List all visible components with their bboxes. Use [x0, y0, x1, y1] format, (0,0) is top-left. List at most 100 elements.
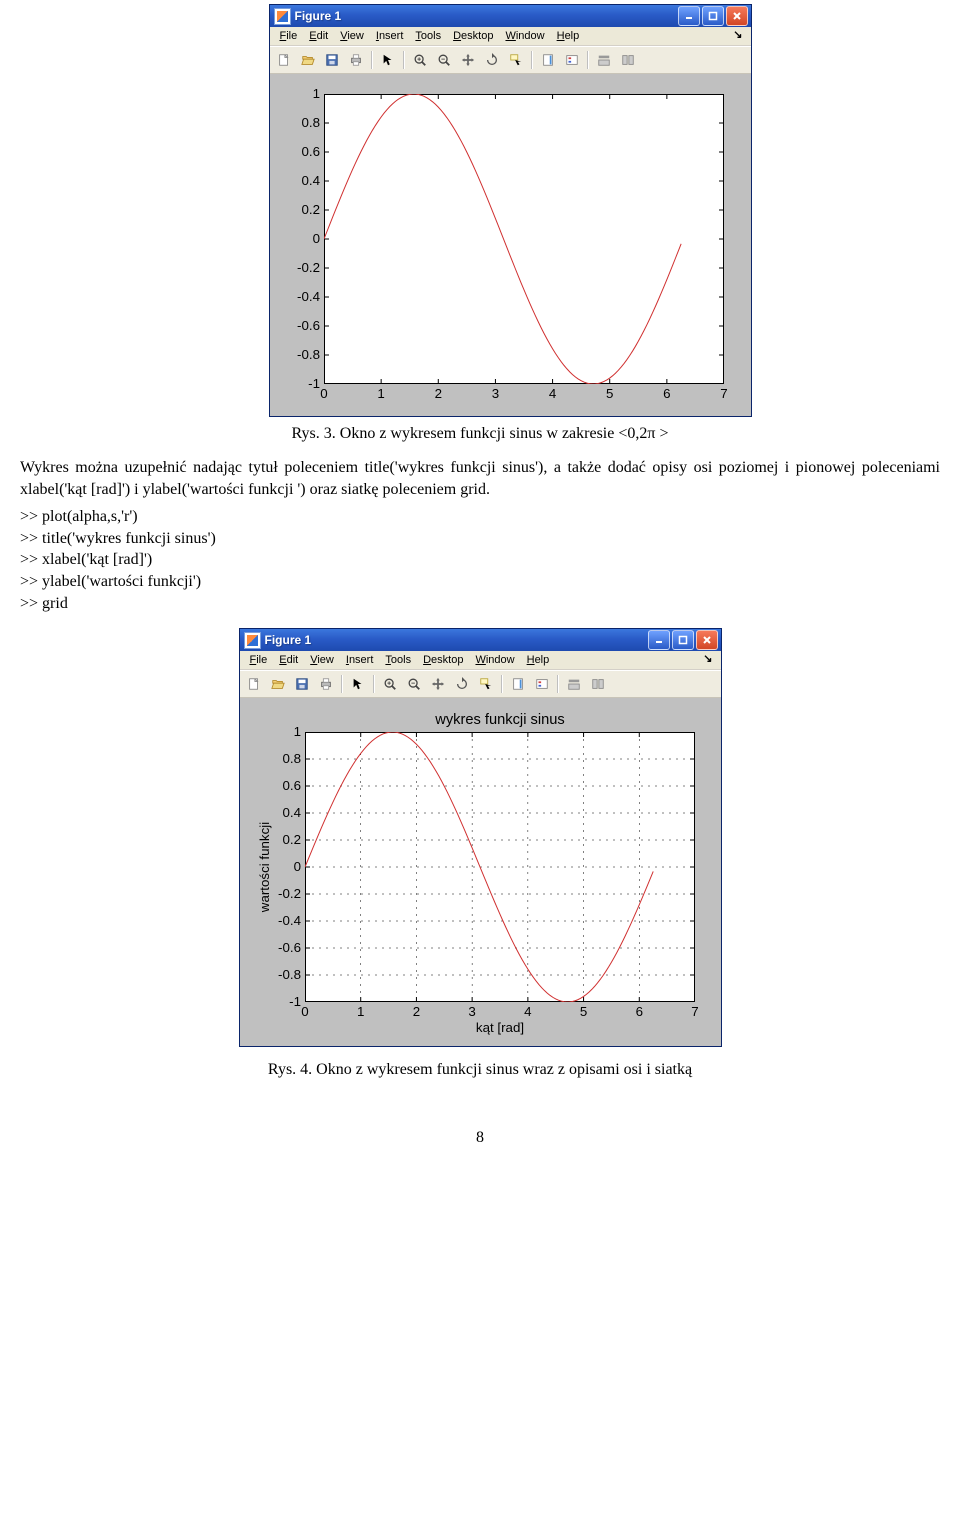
chart-axes: [305, 732, 695, 1002]
y-tick-label: -0.8: [271, 967, 301, 982]
menu-view[interactable]: View: [304, 652, 340, 668]
maximize-button[interactable]: [672, 630, 694, 650]
menu-file[interactable]: File: [244, 652, 274, 668]
menu-edit[interactable]: Edit: [273, 652, 304, 668]
menu-bar: FileEditViewInsertToolsDesktopWindowHelp…: [270, 27, 751, 46]
dock-icon[interactable]: ↘: [699, 652, 716, 665]
menu-tools[interactable]: Tools: [379, 652, 417, 668]
menu-insert[interactable]: Insert: [370, 28, 410, 44]
minimize-button[interactable]: [648, 630, 670, 650]
rotate-3d-icon[interactable]: [481, 49, 503, 71]
title-bar[interactable]: Figure 1: [270, 5, 751, 27]
data-cursor-icon[interactable]: [475, 673, 497, 695]
x-tick-label: 7: [714, 386, 734, 401]
data-line: [324, 94, 681, 384]
x-tick-label: 6: [629, 1004, 649, 1019]
open-file-icon[interactable]: [267, 673, 289, 695]
x-tick-label: 5: [574, 1004, 594, 1019]
show-plot-tools-icon[interactable]: [587, 673, 609, 695]
x-tick-label: 4: [518, 1004, 538, 1019]
menu-window[interactable]: Window: [499, 28, 550, 44]
page-number: 8: [20, 1129, 940, 1147]
insert-legend-icon[interactable]: [561, 49, 583, 71]
pan-icon[interactable]: [427, 673, 449, 695]
menu-edit[interactable]: Edit: [303, 28, 334, 44]
menu-help[interactable]: Help: [551, 28, 586, 44]
maximize-button[interactable]: [702, 6, 724, 26]
chart-axes: [324, 94, 724, 384]
y-tick-label: -0.2: [271, 886, 301, 901]
code-block: >> plot(alpha,s,'r')>> title('wykres fun…: [20, 506, 940, 614]
figure-toolbar: [240, 670, 721, 698]
pointer-icon[interactable]: [347, 673, 369, 695]
code-line: >> title('wykres funkcji sinus'): [20, 528, 940, 550]
menu-insert[interactable]: Insert: [340, 652, 380, 668]
hide-plot-tools-icon[interactable]: [563, 673, 585, 695]
window-title: Figure 1: [295, 9, 678, 23]
minimize-button[interactable]: [678, 6, 700, 26]
data-cursor-icon[interactable]: [505, 49, 527, 71]
print-icon[interactable]: [315, 673, 337, 695]
open-file-icon[interactable]: [297, 49, 319, 71]
y-tick-label: -0.8: [290, 347, 320, 362]
new-file-icon[interactable]: [243, 673, 265, 695]
y-tick-label: -0.6: [290, 318, 320, 333]
app-icon: [244, 632, 261, 649]
menu-desktop[interactable]: Desktop: [447, 28, 499, 44]
save-icon[interactable]: [321, 49, 343, 71]
code-line: >> xlabel('kąt [rad]'): [20, 549, 940, 571]
hide-plot-tools-icon[interactable]: [593, 49, 615, 71]
pointer-icon[interactable]: [377, 49, 399, 71]
x-tick-label: 6: [657, 386, 677, 401]
paragraph: Wykres można uzupełnić nadając tytuł pol…: [20, 457, 940, 500]
y-tick-label: 0.4: [271, 805, 301, 820]
y-tick-label: 1: [271, 724, 301, 739]
y-tick-label: 0.2: [290, 202, 320, 217]
y-tick-label: -1: [271, 994, 301, 1009]
close-button[interactable]: [696, 630, 718, 650]
menu-window[interactable]: Window: [469, 652, 520, 668]
title-bar[interactable]: Figure 1: [240, 629, 721, 651]
figure-canvas-background: 01234567-1-0.8-0.6-0.4-0.200.20.40.60.81: [270, 74, 751, 416]
x-axis-label: kąt [rad]: [305, 1020, 695, 1035]
menu-bar: FileEditViewInsertToolsDesktopWindowHelp…: [240, 651, 721, 670]
figure-toolbar: [270, 46, 751, 74]
figure-2-caption: Rys. 4. Okno z wykresem funkcji sinus wr…: [20, 1061, 940, 1079]
x-tick-label: 1: [351, 1004, 371, 1019]
dock-icon[interactable]: ↘: [729, 28, 746, 41]
show-plot-tools-icon[interactable]: [617, 49, 639, 71]
zoom-in-icon[interactable]: [379, 673, 401, 695]
menu-view[interactable]: View: [334, 28, 370, 44]
zoom-in-icon[interactable]: [409, 49, 431, 71]
x-tick-label: 7: [685, 1004, 705, 1019]
close-button[interactable]: [726, 6, 748, 26]
matlab-figure-window-1: Figure 1 FileEditViewInsertToolsDesktopW…: [269, 4, 752, 417]
menu-tools[interactable]: Tools: [409, 28, 447, 44]
y-tick-label: 0.6: [290, 144, 320, 159]
y-tick-label: -0.4: [271, 913, 301, 928]
zoom-out-icon[interactable]: [403, 673, 425, 695]
x-tick-label: 2: [428, 386, 448, 401]
insert-colorbar-icon[interactable]: [507, 673, 529, 695]
new-file-icon[interactable]: [273, 49, 295, 71]
y-tick-label: 0.6: [271, 778, 301, 793]
insert-legend-icon[interactable]: [531, 673, 553, 695]
y-tick-label: -1: [290, 376, 320, 391]
menu-help[interactable]: Help: [521, 652, 556, 668]
pan-icon[interactable]: [457, 49, 479, 71]
save-icon[interactable]: [291, 673, 313, 695]
code-line: >> ylabel('wartości funkcji'): [20, 571, 940, 593]
y-tick-label: 0.8: [271, 751, 301, 766]
zoom-out-icon[interactable]: [433, 49, 455, 71]
print-icon[interactable]: [345, 49, 367, 71]
code-line: >> grid: [20, 593, 940, 615]
rotate-3d-icon[interactable]: [451, 673, 473, 695]
y-axis-label: wartości funkcji: [257, 732, 271, 1002]
app-icon: [274, 8, 291, 25]
y-tick-label: 0.8: [290, 115, 320, 130]
menu-desktop[interactable]: Desktop: [417, 652, 469, 668]
menu-file[interactable]: File: [274, 28, 304, 44]
insert-colorbar-icon[interactable]: [537, 49, 559, 71]
y-tick-label: 0: [290, 231, 320, 246]
y-tick-label: 0.4: [290, 173, 320, 188]
